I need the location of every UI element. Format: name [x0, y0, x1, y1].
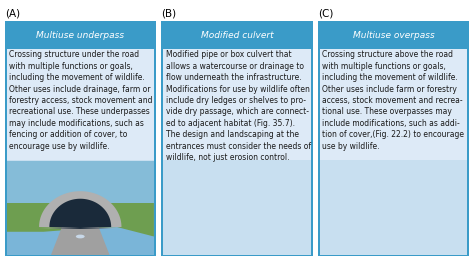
Polygon shape — [51, 225, 109, 255]
Bar — [7, 161, 154, 203]
Bar — [426, 161, 467, 208]
Polygon shape — [39, 191, 121, 229]
Bar — [320, 161, 382, 208]
Text: Multiuse underpass: Multiuse underpass — [36, 31, 124, 40]
Bar — [320, 206, 386, 227]
Ellipse shape — [76, 235, 85, 238]
Text: Modified culvert: Modified culvert — [201, 31, 273, 40]
Polygon shape — [164, 218, 190, 255]
Text: (A): (A) — [5, 8, 20, 18]
Polygon shape — [284, 218, 310, 255]
Text: (B): (B) — [162, 8, 177, 18]
Polygon shape — [164, 227, 310, 255]
Text: Crossing structure above the road
with multiple functions or goals,
including th: Crossing structure above the road with m… — [322, 50, 465, 151]
Text: (C): (C) — [318, 8, 334, 18]
Bar — [171, 220, 303, 251]
Polygon shape — [49, 199, 111, 229]
Text: Multiuse overpass: Multiuse overpass — [353, 31, 435, 40]
Bar — [164, 161, 310, 189]
Polygon shape — [7, 161, 154, 236]
Text: Crossing structure under the road
with multiple functions or goals,
including th: Crossing structure under the road with m… — [9, 50, 153, 151]
Bar — [426, 208, 467, 255]
Bar — [164, 186, 310, 222]
Bar — [320, 161, 467, 208]
Text: Modified pipe or box culvert that
allows a watercourse or drainage to
flow under: Modified pipe or box culvert that allows… — [166, 50, 311, 162]
Polygon shape — [382, 161, 426, 255]
